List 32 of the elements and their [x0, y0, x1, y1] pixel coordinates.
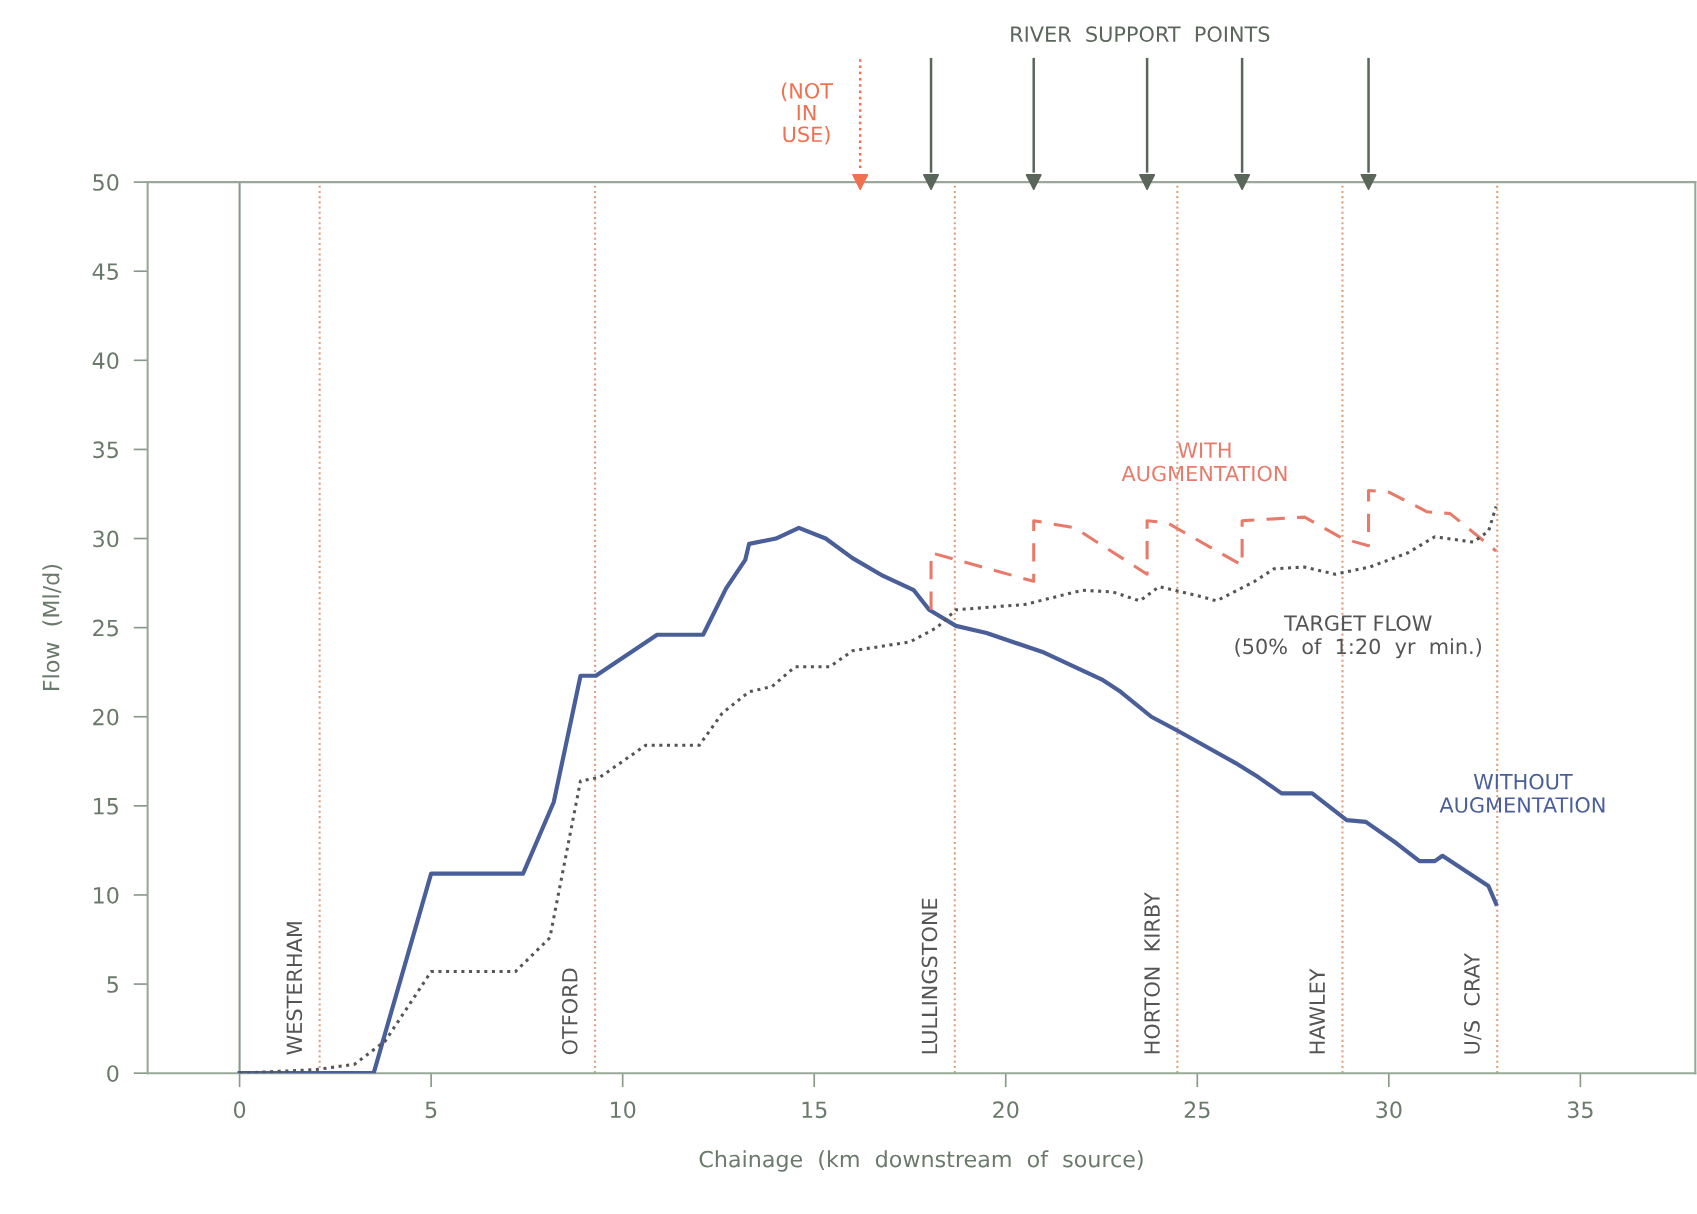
y-tick-label: 25 — [93, 619, 118, 637]
x-axis-title: Chainage (km downstream of source) — [699, 1150, 1143, 1172]
x-tick-label: 10 — [610, 1101, 636, 1119]
y-tick-label: 5 — [107, 976, 118, 993]
text: WITHOUT AUGMENTATION — [1439, 773, 1605, 813]
text: RIVER SUPPORT POINTS — [1011, 26, 1270, 43]
x-tick-label: 5 — [425, 1101, 437, 1119]
series-label: (NOT IN USE) — [781, 82, 834, 145]
ref-line-label: WESTERHAM — [286, 922, 303, 1055]
ref-line-label: HORTON KIRBY — [1144, 892, 1160, 1054]
ref-line-label: HAWLEY — [1309, 968, 1325, 1054]
x-tick-label: 0 — [233, 1101, 246, 1119]
ref-line-label: U/S CRAY — [1464, 953, 1482, 1054]
series-label: WITH AUGMENTATION — [1121, 442, 1287, 482]
series-label: TARGET FLOW (50% of 1:20 yr min.) — [1235, 615, 1482, 659]
y-tick-label: 15 — [94, 798, 118, 815]
ref-line-label: OTFORD — [561, 968, 578, 1055]
x-tick-label: 30 — [1376, 1101, 1402, 1119]
x-tick-label: 25 — [1184, 1101, 1210, 1119]
x-tick-label: 35 — [1567, 1101, 1593, 1119]
ref-line-label: LULLINGSTONE — [921, 898, 938, 1054]
y-tick-label: 0 — [107, 1065, 119, 1082]
y-tick-label: 40 — [92, 352, 119, 370]
y-axis-title: Flow (Ml/d) — [42, 564, 63, 691]
y-tick-label: 45 — [92, 263, 118, 280]
y-tick-label: 30 — [93, 530, 119, 548]
y-tick-label: 10 — [94, 886, 119, 904]
y-tick-label: 35 — [93, 441, 118, 459]
y-tick-label: 20 — [93, 708, 119, 726]
x-tick-label: 15 — [802, 1101, 827, 1119]
x-tick-label: 20 — [993, 1101, 1019, 1119]
y-tick-label: 50 — [93, 174, 119, 191]
